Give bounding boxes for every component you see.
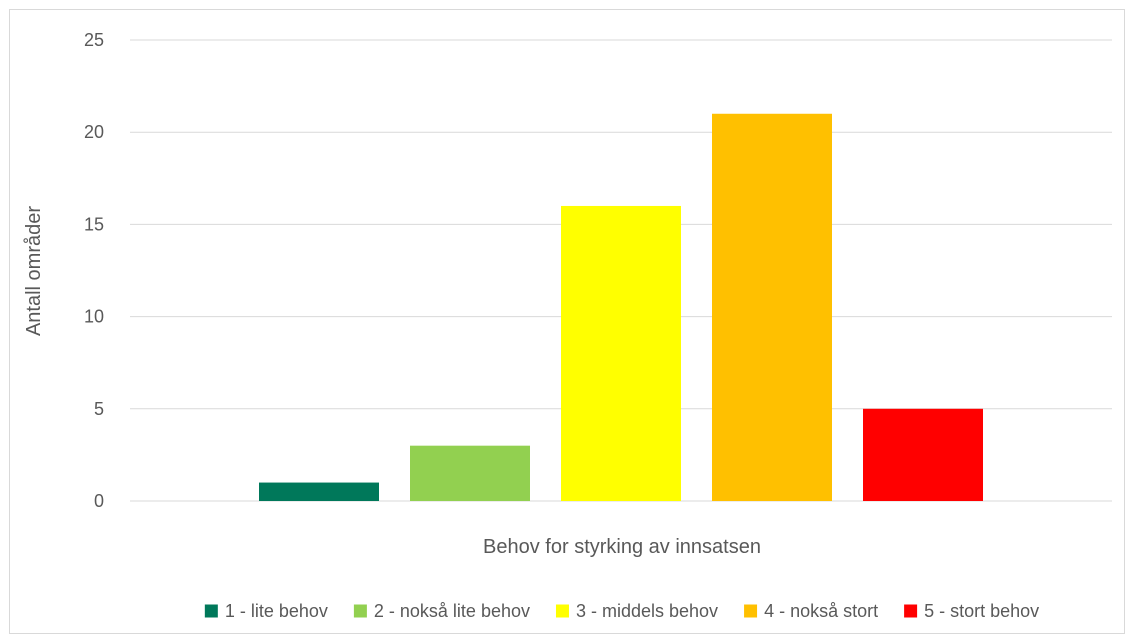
- legend-label: 1 - lite behov: [225, 601, 328, 621]
- legend-label: 3 - middels behov: [576, 601, 718, 621]
- y-tick-label: 5: [94, 399, 104, 419]
- legend-item: 3 - middels behov: [555, 601, 718, 621]
- bar-series-3: [561, 205, 681, 501]
- legend-item: 5 - stort behov: [904, 601, 1039, 621]
- y-tick-label: 20: [84, 122, 104, 142]
- bar-series-2: [410, 445, 530, 501]
- bars: [259, 113, 983, 501]
- legend-swatch: [204, 604, 218, 618]
- legend-swatch: [353, 604, 367, 618]
- y-tick-label: 25: [84, 30, 104, 50]
- y-axis-title: Antall områder: [23, 206, 45, 336]
- legend-label: 5 - stort behov: [924, 601, 1039, 621]
- legend-item: 1 - lite behov: [204, 601, 328, 621]
- legend-swatch: [744, 604, 758, 618]
- legend-swatch: [904, 604, 918, 618]
- legend-label: 2 - nokså lite behov: [374, 601, 530, 621]
- y-tick-label: 10: [84, 307, 104, 327]
- legend: 1 - lite behov 2 - nokså lite behov 3 - mi…: [204, 601, 1039, 621]
- y-tick-label: 15: [84, 214, 104, 234]
- y-axis-tick-labels: 0 5 10 15 20 25: [84, 30, 104, 511]
- legend-item: 2 - nokså lite behov: [353, 601, 530, 621]
- legend-swatch: [555, 604, 569, 618]
- bar-series-5: [863, 408, 983, 501]
- bar-series-4: [712, 113, 832, 501]
- x-axis-title: Behov for styrking av innsatsen: [483, 536, 761, 558]
- y-tick-label: 0: [94, 491, 104, 511]
- legend-item: 4 - nokså stort: [744, 601, 878, 621]
- legend-label: 4 - nokså stort: [764, 601, 878, 621]
- bar-series-1: [259, 482, 379, 501]
